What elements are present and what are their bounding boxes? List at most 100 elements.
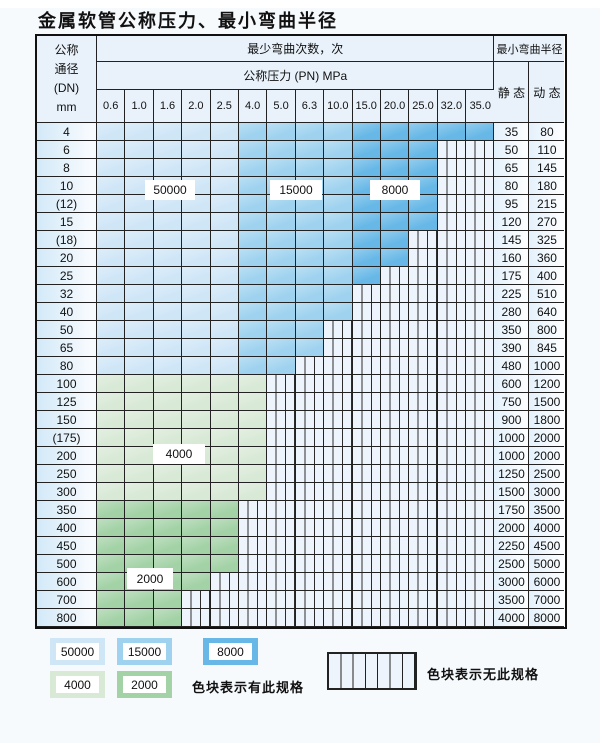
spec-cell: [125, 249, 154, 267]
legend-swatch-50000: 50000: [50, 638, 105, 665]
no-spec-cell: [267, 447, 296, 465]
spec-cell: [153, 411, 183, 429]
spec-cell: [210, 537, 239, 555]
no-spec-cell: [324, 501, 353, 519]
no-spec-cell: [210, 609, 239, 627]
spec-cell: [267, 357, 296, 375]
spec-cell: [97, 141, 126, 159]
no-spec-cell: [466, 267, 495, 285]
no-spec-cell: [409, 393, 438, 411]
no-spec-cell: [352, 591, 381, 609]
no-spec-cell: [437, 519, 467, 537]
header-pn-25.0: 25.0: [409, 90, 438, 123]
no-spec-cell: [238, 609, 268, 627]
dynamic-radius-value: 2500: [529, 465, 565, 483]
spec-cell: [352, 249, 381, 267]
no-spec-cell: [352, 429, 381, 447]
static-radius-value: 480: [494, 357, 530, 375]
no-spec-cell: [409, 429, 438, 447]
no-spec-cell: [437, 249, 467, 267]
header-pn-2.0: 2.0: [182, 90, 211, 123]
spec-cell: [97, 195, 126, 213]
spec-cell: [125, 375, 154, 393]
no-spec-cell: [466, 321, 495, 339]
legend-swatch-label: 8000: [209, 643, 252, 660]
no-spec-cell: [380, 357, 410, 375]
spec-cell: [153, 231, 183, 249]
no-spec-cell: [267, 519, 296, 537]
spec-cell: [238, 447, 268, 465]
no-spec-cell: [380, 465, 410, 483]
spec-cell: [182, 267, 211, 285]
spec-cell: [153, 609, 183, 627]
no-spec-cell: [352, 447, 381, 465]
no-spec-cell: [466, 213, 495, 231]
spec-cell: [238, 141, 268, 159]
no-spec-cell: [324, 339, 353, 357]
spec-cell: [295, 213, 325, 231]
no-spec-cell: [295, 555, 325, 573]
spec-cell: [182, 213, 211, 231]
no-spec-cell: [324, 393, 353, 411]
row-label-dn: 32: [37, 285, 97, 303]
no-spec-cell: [380, 375, 410, 393]
static-radius-value: 3000: [494, 573, 530, 591]
no-spec-cell: [295, 447, 325, 465]
spec-cell: [125, 159, 154, 177]
spec-cell: [125, 321, 154, 339]
static-radius-value: 145: [494, 231, 530, 249]
no-spec-cell: [380, 609, 410, 627]
row-label-dn: 100: [37, 375, 97, 393]
dynamic-radius-value: 110: [529, 141, 565, 159]
spec-cell: [125, 285, 154, 303]
spec-cell: [267, 159, 296, 177]
row-label-dn: 8: [37, 159, 97, 177]
no-spec-cell: [380, 429, 410, 447]
no-spec-cell: [437, 357, 467, 375]
spec-cell: [97, 213, 126, 231]
spec-cell: [210, 465, 239, 483]
spec-cell: [380, 213, 410, 231]
spec-cell: [267, 285, 296, 303]
dynamic-radius-value: 7000: [529, 591, 565, 609]
spec-cell: [97, 483, 126, 501]
static-radius-value: 750: [494, 393, 530, 411]
cycles-label-15000: 15000: [270, 180, 322, 200]
spec-cell: [352, 123, 381, 141]
spec-cell: [153, 519, 183, 537]
spec-cell: [210, 285, 239, 303]
header-pn-6.3: 6.3: [295, 90, 325, 123]
row-label-dn: (175): [37, 429, 97, 447]
header-pn-32.0: 32.0: [437, 90, 467, 123]
spec-cell: [210, 177, 239, 195]
spec-cell: [97, 573, 126, 591]
no-spec-cell: [437, 465, 467, 483]
no-spec-cell: [437, 483, 467, 501]
spec-cell: [153, 483, 183, 501]
spec-cell: [238, 267, 268, 285]
spec-cell: [324, 231, 353, 249]
dynamic-radius-value: 510: [529, 285, 565, 303]
static-radius-value: 350: [494, 321, 530, 339]
no-spec-cell: [380, 537, 410, 555]
no-spec-cell: [182, 609, 211, 627]
no-spec-cell: [295, 591, 325, 609]
header-pn-4.0: 4.0: [238, 90, 268, 123]
spec-cell: [238, 177, 268, 195]
spec-cell: [295, 249, 325, 267]
static-radius-value: 120: [494, 213, 530, 231]
spec-cell: [352, 213, 381, 231]
spec-cell: [295, 123, 325, 141]
spec-cell: [125, 537, 154, 555]
spec-cell: [324, 285, 353, 303]
spec-cell: [153, 213, 183, 231]
spec-cell: [182, 249, 211, 267]
no-spec-cell: [352, 321, 381, 339]
spec-cell: [295, 267, 325, 285]
no-spec-cell: [295, 393, 325, 411]
spec-cell: [210, 213, 239, 231]
dynamic-radius-value: 180: [529, 177, 565, 195]
spec-cell: [182, 303, 211, 321]
spec-cell: [97, 555, 126, 573]
spec-cell: [153, 393, 183, 411]
